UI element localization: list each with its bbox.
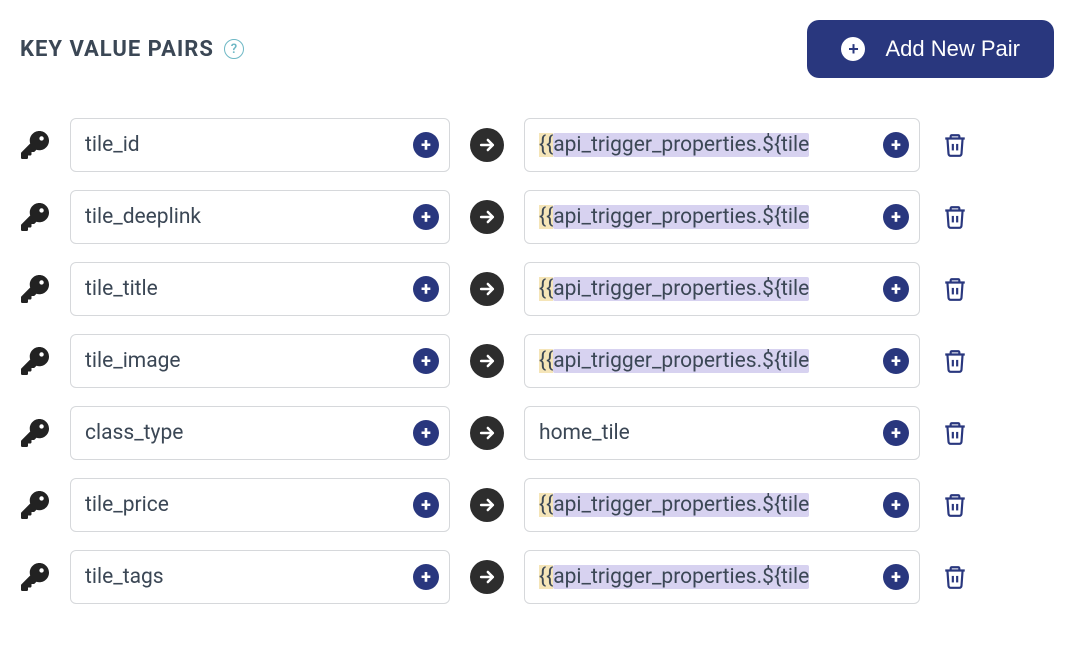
value-text: {{api_trigger_properties.${tile: [539, 205, 809, 229]
add-value-variable-button[interactable]: +: [883, 420, 909, 446]
value-text: {{api_trigger_properties.${tile: [539, 565, 809, 589]
key-input[interactable]: tile_image +: [70, 334, 450, 388]
value-text: {{api_trigger_properties.${tile: [539, 349, 809, 373]
arrow-right-icon: [470, 488, 504, 522]
key-input[interactable]: tile_tags +: [70, 550, 450, 604]
value-input[interactable]: home_tile +: [524, 406, 920, 460]
delete-pair-button[interactable]: [940, 131, 970, 159]
add-key-variable-button[interactable]: +: [413, 564, 439, 590]
add-key-variable-button[interactable]: +: [413, 420, 439, 446]
header: KEY VALUE PAIRS ? + Add New Pair: [20, 20, 1054, 78]
pair-row: tile_title+{{api_trigger_properties.${ti…: [20, 262, 1054, 316]
key-icon: [20, 491, 50, 519]
value-text: {{api_trigger_properties.${tile: [539, 277, 809, 301]
title-wrap: KEY VALUE PAIRS ?: [20, 37, 244, 62]
key-value: tile_tags: [85, 565, 164, 589]
section-title: KEY VALUE PAIRS: [20, 37, 214, 62]
key-input[interactable]: tile_deeplink +: [70, 190, 450, 244]
arrow-right-icon: [470, 272, 504, 306]
key-input[interactable]: class_type +: [70, 406, 450, 460]
value-text: {{api_trigger_properties.${tile: [539, 133, 809, 157]
delete-pair-button[interactable]: [940, 347, 970, 375]
help-icon[interactable]: ?: [224, 39, 244, 59]
add-value-variable-button[interactable]: +: [883, 348, 909, 374]
plus-icon: +: [841, 37, 865, 61]
add-new-pair-button[interactable]: + Add New Pair: [807, 20, 1054, 78]
pair-row: class_type + home_tile +: [20, 406, 1054, 460]
pair-row: tile_tags+{{api_trigger_properties.${til…: [20, 550, 1054, 604]
add-value-variable-button[interactable]: +: [883, 564, 909, 590]
arrow-right-icon: [470, 128, 504, 162]
add-value-variable-button[interactable]: +: [883, 204, 909, 230]
value-text: {{api_trigger_properties.${tile: [539, 493, 809, 517]
delete-pair-button[interactable]: [940, 491, 970, 519]
key-input[interactable]: tile_id +: [70, 118, 450, 172]
pairs-list: tile_id + {{api_trigger_properties.${tile +…: [20, 118, 1054, 604]
key-icon: [20, 203, 50, 231]
add-value-variable-button[interactable]: +: [883, 492, 909, 518]
delete-pair-button[interactable]: [940, 275, 970, 303]
add-key-variable-button[interactable]: +: [413, 348, 439, 374]
arrow-right-icon: [470, 560, 504, 594]
key-icon: [20, 275, 50, 303]
key-icon: [20, 131, 50, 159]
pair-row: tile_image+{{api_trigger_properties.${ti…: [20, 334, 1054, 388]
add-value-variable-button[interactable]: +: [883, 132, 909, 158]
add-value-variable-button[interactable]: +: [883, 276, 909, 302]
key-value: class_type: [85, 421, 183, 445]
key-value: tile_image: [85, 349, 181, 373]
value-input[interactable]: {{api_trigger_properties.${tile +: [524, 190, 920, 244]
key-value: tile_price: [85, 493, 169, 517]
key-input[interactable]: tile_title +: [70, 262, 450, 316]
arrow-right-icon: [470, 344, 504, 378]
add-key-variable-button[interactable]: +: [413, 276, 439, 302]
key-icon: [20, 419, 50, 447]
pair-row: tile_price+{{api_trigger_properties.${ti…: [20, 478, 1054, 532]
delete-pair-button[interactable]: [940, 419, 970, 447]
value-input[interactable]: {{api_trigger_properties.${tile +: [524, 262, 920, 316]
delete-pair-button[interactable]: [940, 203, 970, 231]
add-new-pair-label: Add New Pair: [885, 36, 1020, 62]
arrow-right-icon: [470, 416, 504, 450]
key-value: tile_deeplink: [85, 205, 201, 229]
key-value: tile_id: [85, 133, 140, 157]
pair-row: tile_id + {{api_trigger_properties.${tile +: [20, 118, 1054, 172]
value-input[interactable]: {{api_trigger_properties.${tile +: [524, 334, 920, 388]
value-input[interactable]: {{api_trigger_properties.${tile +: [524, 478, 920, 532]
pair-row: tile_deeplink+{{api_trigger_properties.$…: [20, 190, 1054, 244]
add-key-variable-button[interactable]: +: [413, 492, 439, 518]
key-value: tile_title: [85, 277, 158, 301]
arrow-right-icon: [470, 200, 504, 234]
key-icon: [20, 347, 50, 375]
value-text: home_tile: [539, 421, 630, 445]
key-input[interactable]: tile_price +: [70, 478, 450, 532]
add-key-variable-button[interactable]: +: [413, 204, 439, 230]
value-input[interactable]: {{api_trigger_properties.${tile +: [524, 550, 920, 604]
delete-pair-button[interactable]: [940, 563, 970, 591]
add-key-variable-button[interactable]: +: [413, 132, 439, 158]
value-input[interactable]: {{api_trigger_properties.${tile +: [524, 118, 920, 172]
key-icon: [20, 563, 50, 591]
